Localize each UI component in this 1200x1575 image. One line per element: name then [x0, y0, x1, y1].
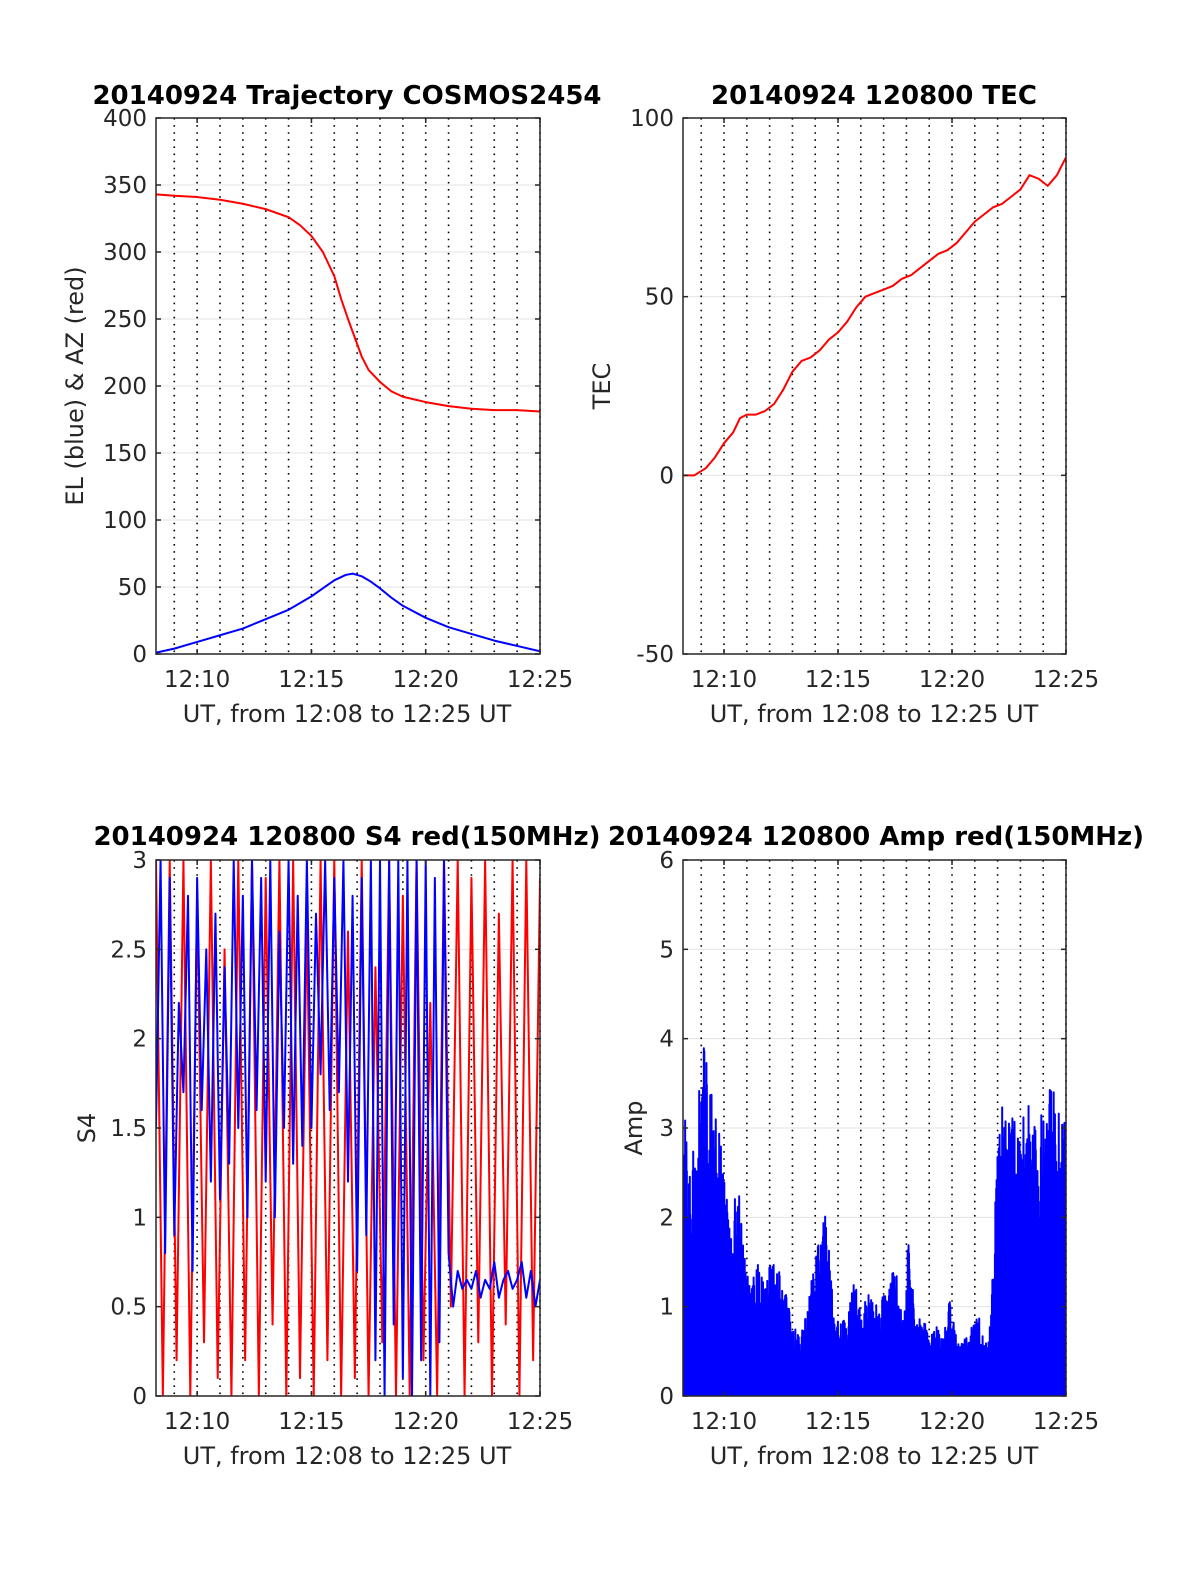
- s4-ytick-label-1: 0.5: [110, 1295, 147, 1321]
- s4-xtick-label-3: 12:25: [507, 1409, 573, 1435]
- amp-ytick-label-5: 5: [659, 937, 674, 963]
- trajectory-xtick-label-1: 12:15: [278, 667, 344, 693]
- tec-ytick-label-1: 0: [659, 463, 674, 489]
- trajectory-ytick-label-6: 300: [103, 240, 147, 266]
- trajectory-ytick-label-3: 150: [103, 441, 147, 467]
- amp-series-0: [683, 1047, 1066, 1396]
- trajectory-series: [156, 193, 540, 654]
- amp-title: 20140924 120800 Amp red(150MHz): [608, 822, 1144, 852]
- tec-xlabel: UT, from 12:08 to 12:25 UT: [710, 700, 1039, 728]
- amp-ytick-label-1: 1: [659, 1295, 674, 1321]
- amp-ytick-label-2: 2: [659, 1205, 674, 1231]
- s4-xtick-label-2: 12:20: [393, 1409, 459, 1435]
- trajectory-title: 20140924 Trajectory COSMOS2454: [92, 81, 601, 111]
- amp-ytick-label-0: 0: [659, 1384, 674, 1410]
- tec-xtick-label-0: 12:10: [691, 667, 757, 693]
- trajectory-ytick-label-0: 0: [132, 642, 147, 668]
- tec-ytick-label-3: 100: [630, 106, 674, 132]
- amp-panel: 20140924 120800 Amp red(150MHz) 0 1 2 3 4 5 6 1…: [608, 822, 1144, 1470]
- trajectory-ytick-label-8: 400: [103, 106, 147, 132]
- tec-series-0: [683, 156, 1066, 477]
- s4-xtick-label-1: 12:15: [278, 1409, 344, 1435]
- trajectory-xtick-label-3: 12:25: [507, 667, 573, 693]
- s4-ytick-label-4: 2: [132, 1027, 147, 1053]
- tec-series: [683, 156, 1066, 477]
- tec-ylabel: TEC: [588, 363, 616, 411]
- tec-ytick-label-0: -50: [636, 642, 674, 668]
- amp-xtick-label-0: 12:10: [691, 1409, 757, 1435]
- trajectory-series-0: [156, 193, 540, 413]
- trajectory-ytick-label-5: 250: [103, 307, 147, 333]
- trajectory-ytick-label-1: 50: [118, 575, 147, 601]
- tec-xtick-label-3: 12:25: [1033, 667, 1099, 693]
- tec-ytick-label-2: 50: [645, 285, 674, 311]
- s4-ytick-label-0: 0: [132, 1384, 147, 1410]
- amp-ytick-label-4: 4: [659, 1027, 674, 1053]
- trajectory-ylabel: EL (blue) & AZ (red): [61, 266, 89, 505]
- s4-series-0: [156, 860, 540, 1396]
- trajectory-series-1: [156, 572, 540, 654]
- amp-ytick-label-6: 6: [659, 848, 674, 874]
- s4-ytick-label-6: 3: [132, 848, 147, 874]
- s4-ticks: 0 0.5 1 1.5 2 2.5 3 12:10 12:15 12:20 12:25: [110, 848, 573, 1435]
- s4-xlabel: UT, from 12:08 to 12:25 UT: [183, 1442, 512, 1470]
- s4-series: [156, 860, 540, 1396]
- tec-title: 20140924 120800 TEC: [711, 81, 1037, 111]
- s4-title: 20140924 120800 S4 red(150MHz): [93, 822, 600, 852]
- trajectory-xtick-label-0: 12:10: [164, 667, 230, 693]
- tec-ticks: -50 0 50 100 12:10 12:15 12:20 12:25: [630, 106, 1099, 693]
- trajectory-xlabel: UT, from 12:08 to 12:25 UT: [183, 700, 512, 728]
- tec-frame: [682, 117, 1067, 655]
- amp-ylabel: Amp: [620, 1100, 648, 1155]
- amp-xtick-label-2: 12:20: [919, 1409, 985, 1435]
- s4-ytick-label-3: 1.5: [110, 1116, 147, 1142]
- s4-ytick-label-2: 1: [132, 1205, 147, 1231]
- trajectory-ytick-label-7: 350: [103, 173, 147, 199]
- s4-ylabel: S4: [73, 1113, 101, 1144]
- s4-series-1: [156, 860, 540, 1396]
- tec-xtick-label-1: 12:15: [805, 667, 871, 693]
- amp-xtick-label-3: 12:25: [1033, 1409, 1099, 1435]
- trajectory-ytick-label-4: 200: [103, 374, 147, 400]
- s4-ytick-label-5: 2.5: [110, 937, 147, 963]
- trajectory-ytick-label-2: 100: [103, 508, 147, 534]
- s4-panel: 20140924 120800 S4 red(150MHz) 0 0.5 1 1.5 2…: [73, 822, 601, 1470]
- trajectory-xtick-label-2: 12:20: [393, 667, 459, 693]
- s4-xtick-label-0: 12:10: [164, 1409, 230, 1435]
- trajectory-grid: [156, 117, 541, 655]
- tec-panel: 20140924 120800 TEC -50 0 50 100 12:10 12:15 1…: [588, 81, 1099, 728]
- tec-xtick-label-2: 12:20: [919, 667, 985, 693]
- amp-series: [683, 1047, 1066, 1396]
- amp-ytick-label-3: 3: [659, 1116, 674, 1142]
- amp-ticks: 0 1 2 3 4 5 6 12:10 12:15 12:20 12:25: [659, 848, 1099, 1435]
- trajectory-ticks: 0 50 100 150 200 250 300 350 400 12:10 12:15 12:20 1…: [103, 106, 573, 693]
- trajectory-panel: 20140924 Trajectory COSMOS2454 0 50 100 150…: [61, 81, 602, 728]
- amp-xlabel: UT, from 12:08 to 12:25 UT: [710, 1442, 1039, 1470]
- amp-xtick-label-1: 12:15: [805, 1409, 871, 1435]
